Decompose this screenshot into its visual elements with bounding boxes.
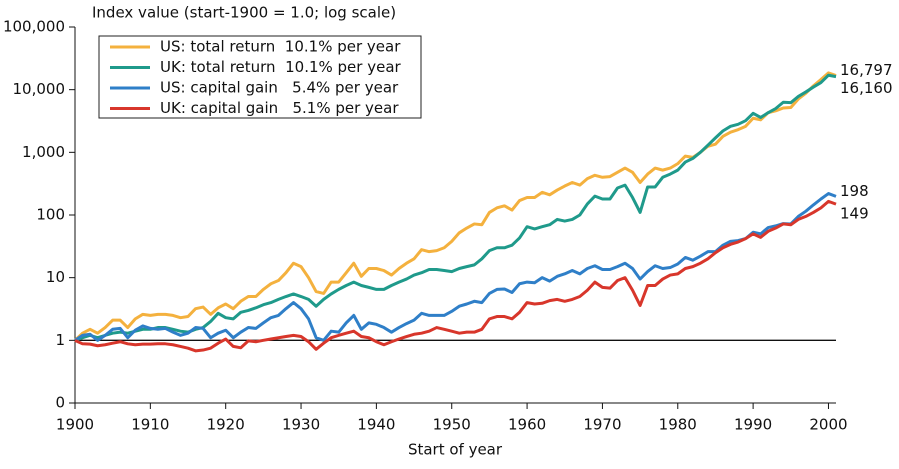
x-tick-label: 1910 [131,416,169,434]
end-value-label: 149 [840,205,869,223]
legend-label: UK: capital gain 5.1% per year [160,99,399,117]
x-tick-label: 1960 [508,416,546,434]
legend-label: US: total return 10.1% per year [160,38,401,56]
end-value-label: 16,797 [840,61,893,79]
x-tick-label: 1980 [659,416,697,434]
legend-label: UK: total return 10.1% per year [160,58,402,76]
x-tick-label: 1970 [583,416,621,434]
x-tick-label: 1920 [207,416,245,434]
y-tick-label: 0 [55,394,65,412]
x-axis-label: Start of year [408,441,503,459]
end-value-label: 16,160 [840,79,893,97]
y-tick-label: 1 [55,331,65,349]
x-tick-label: 1940 [357,416,395,434]
series-line [74,199,837,353]
y-tick-label: 10 [46,268,65,286]
y-tick-label: 100,000 [3,18,65,36]
series-line [74,192,837,342]
chart-title: Index value (start-1900 = 1.0; log scale… [92,4,396,22]
y-tick-label: 10,000 [13,80,66,98]
x-tick-label: 1930 [282,416,320,434]
legend-label: US: capital gain 5.4% per year [160,79,399,97]
x-tick-label: 1950 [433,416,471,434]
x-tick-label: 2000 [809,416,847,434]
y-tick-label: 100 [36,206,65,224]
y-tick-label: 1,000 [22,143,65,161]
x-tick-label: 1900 [56,416,94,434]
end-value-label: 198 [840,182,869,200]
legend-box [98,35,422,119]
x-tick-label: 1990 [734,416,772,434]
